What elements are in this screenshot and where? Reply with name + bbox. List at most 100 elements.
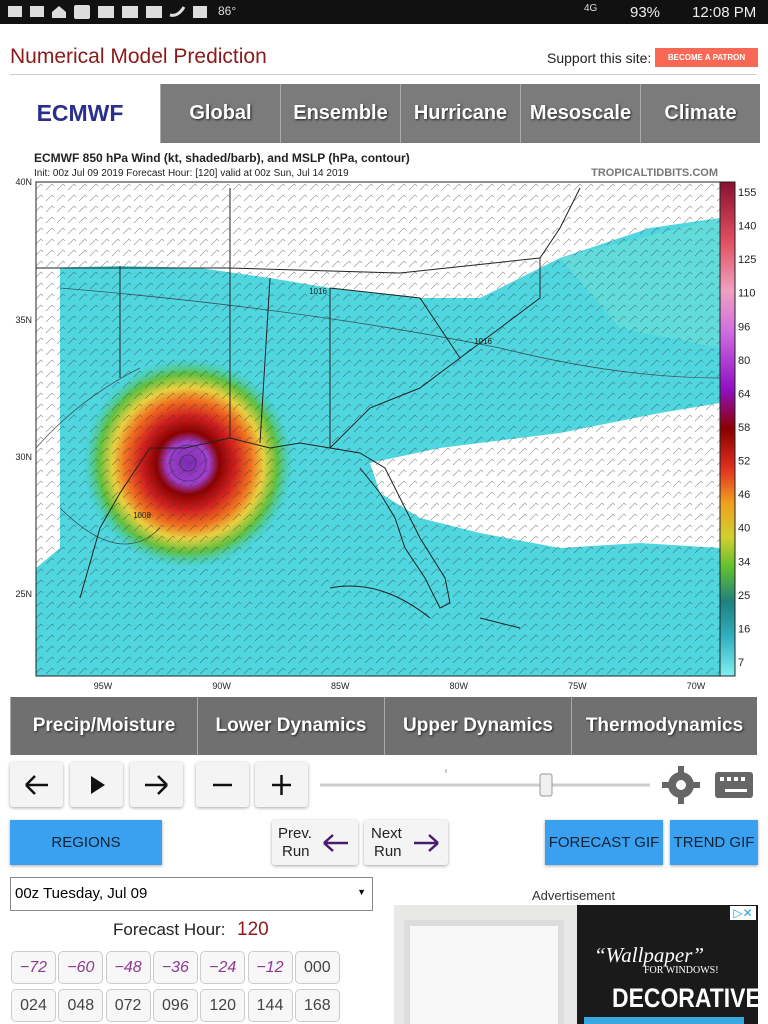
hour-button[interactable]: −36 <box>152 951 198 984</box>
model-tab[interactable]: Climate <box>640 84 760 143</box>
colorbar-label: 110 <box>738 288 756 300</box>
run-select[interactable]: 00z Tuesday, Jul 09 ▼ <box>10 877 373 911</box>
longitude-label: 95W <box>94 681 113 691</box>
colorbar-label: 58 <box>738 422 750 434</box>
hour-button[interactable]: −72 <box>11 951 56 984</box>
latitude-label: 40N <box>15 177 32 187</box>
watermark: TROPICALTIDBITS.COM <box>591 167 718 179</box>
ad-text: DECORATIVE <box>612 983 758 1013</box>
prev-run-button[interactable]: Prev. Run <box>272 820 358 865</box>
forecast-gif-button[interactable]: FORECAST GIF <box>545 820 663 865</box>
model-tab[interactable]: Ensemble <box>280 84 400 143</box>
hour-button[interactable]: 168 <box>294 989 340 1022</box>
prev-run-label: Prev. <box>278 825 312 842</box>
hour-button[interactable]: 072 <box>105 989 151 1022</box>
forecast-map: ECMWF 850 hPa Wind (kt, shaded/barb), an… <box>15 151 756 691</box>
longitude-label: 90W <box>212 681 231 691</box>
hour-button[interactable]: 120 <box>200 989 246 1022</box>
support-label: Support this site: <box>547 50 652 66</box>
colorbar-label: 34 <box>738 556 750 568</box>
longitude-label: 70W <box>687 681 706 691</box>
ad-panel <box>577 905 758 1024</box>
colorbar-label: 46 <box>738 489 750 501</box>
longitude-label: 80W <box>450 681 469 691</box>
coastlines <box>36 187 581 629</box>
wind-barbs <box>36 182 720 676</box>
colorbar-label: 125 <box>738 254 756 266</box>
isobars <box>35 287 721 545</box>
hour-button[interactable]: 000 <box>294 951 340 984</box>
category-tab[interactable]: Precip/Moisture <box>10 697 197 755</box>
hour-button[interactable]: −48 <box>105 951 151 984</box>
model-tab[interactable]: Mesoscale <box>520 84 640 143</box>
map-subtitle: Init: 00z Jul 09 2019 Forecast Hour: [12… <box>34 168 349 179</box>
ad-subline: FOR WINDOWS! <box>644 965 719 976</box>
latitude-label: 25N <box>15 589 32 599</box>
map-title: ECMWF 850 hPa Wind (kt, shaded/barb), an… <box>34 151 410 165</box>
run-select-value: 00z Tuesday, Jul 09 <box>15 885 148 902</box>
colorbar-label: 25 <box>738 590 750 602</box>
category-tab[interactable]: Lower Dynamics <box>197 697 384 755</box>
next-run-label: Run <box>374 843 402 860</box>
next-run-label: Next <box>371 825 402 842</box>
step-forward-button[interactable] <box>130 762 183 807</box>
hour-button[interactable]: 096 <box>152 989 198 1022</box>
isobar-label: 1016 <box>474 337 492 346</box>
hour-button[interactable]: −24 <box>200 951 246 984</box>
advertisement[interactable]: “Wallpaper” FOR WINDOWS! DECORATIVE ▷✕ <box>394 905 758 1024</box>
colorbar-label: 7 <box>738 657 744 669</box>
colorbar-label: 16 <box>738 623 750 635</box>
trend-gif-button[interactable]: TREND GIF <box>670 820 758 865</box>
ad-image <box>404 920 564 1024</box>
advertisement-label: Advertisement <box>532 888 616 903</box>
colorbar-label: 80 <box>738 355 750 367</box>
colorbar <box>719 181 736 677</box>
hour-button[interactable]: 144 <box>247 989 293 1022</box>
frame-slider[interactable] <box>320 765 760 807</box>
prev-run-label: Run <box>282 843 310 860</box>
ad-headline: “Wallpaper” <box>594 943 705 967</box>
colorbar-label: 52 <box>738 456 750 468</box>
zoom-in-button[interactable] <box>255 762 308 807</box>
current-model: ECMWF <box>36 100 124 126</box>
isobar-label: 1008 <box>133 511 151 520</box>
map-labels: 40N 35N 30N 25N 95W 90W 85W 80W 75W 70W 155 140 125 1… <box>15 177 756 691</box>
ad-close[interactable]: ▷✕ <box>730 906 756 920</box>
header-rule <box>10 74 756 75</box>
category-tab[interactable]: Upper Dynamics <box>384 697 571 755</box>
colorbar-label: 40 <box>738 523 750 535</box>
step-back-button[interactable] <box>10 762 63 807</box>
zoom-out-button[interactable] <box>196 762 249 807</box>
notification-icons <box>8 5 207 19</box>
next-run-button[interactable]: Next Run <box>364 820 448 865</box>
latitude-label: 35N <box>15 315 32 325</box>
colorbar-label: 96 <box>738 321 750 333</box>
colorbar-label: 155 <box>738 187 756 199</box>
battery-level: 93% <box>630 4 661 21</box>
forecast-hour-value: 120 <box>237 919 269 940</box>
hour-button[interactable]: −12 <box>247 951 293 984</box>
model-tab[interactable]: Hurricane <box>400 84 520 143</box>
play-button[interactable] <box>70 762 123 807</box>
model-tab[interactable]: Global <box>160 84 280 143</box>
colorbar-label: 140 <box>738 221 756 233</box>
ad-stripe <box>584 1017 744 1024</box>
category-tab[interactable]: Thermodynamics <box>571 697 757 755</box>
hour-button[interactable]: 024 <box>11 989 56 1022</box>
longitude-label: 75W <box>568 681 587 691</box>
longitude-label: 85W <box>331 681 350 691</box>
latitude-label: 30N <box>15 452 32 462</box>
clock: 12:08 PM <box>692 4 757 21</box>
site-title: Numerical Model Prediction <box>10 45 267 68</box>
patron-button[interactable]: BECOME A PATRON <box>655 48 758 67</box>
forecast-hour-label: Forecast Hour: <box>113 920 226 939</box>
colorbar-label: 64 <box>738 388 750 400</box>
isobar-label: 1016 <box>309 287 327 296</box>
regions-button[interactable]: REGIONS <box>10 820 162 865</box>
temperature: 86° <box>218 4 237 18</box>
status-bar: 86° 4G 93% 12:08 PM <box>0 0 768 24</box>
hour-button[interactable]: 048 <box>58 989 104 1022</box>
hour-button[interactable]: −60 <box>58 951 104 984</box>
